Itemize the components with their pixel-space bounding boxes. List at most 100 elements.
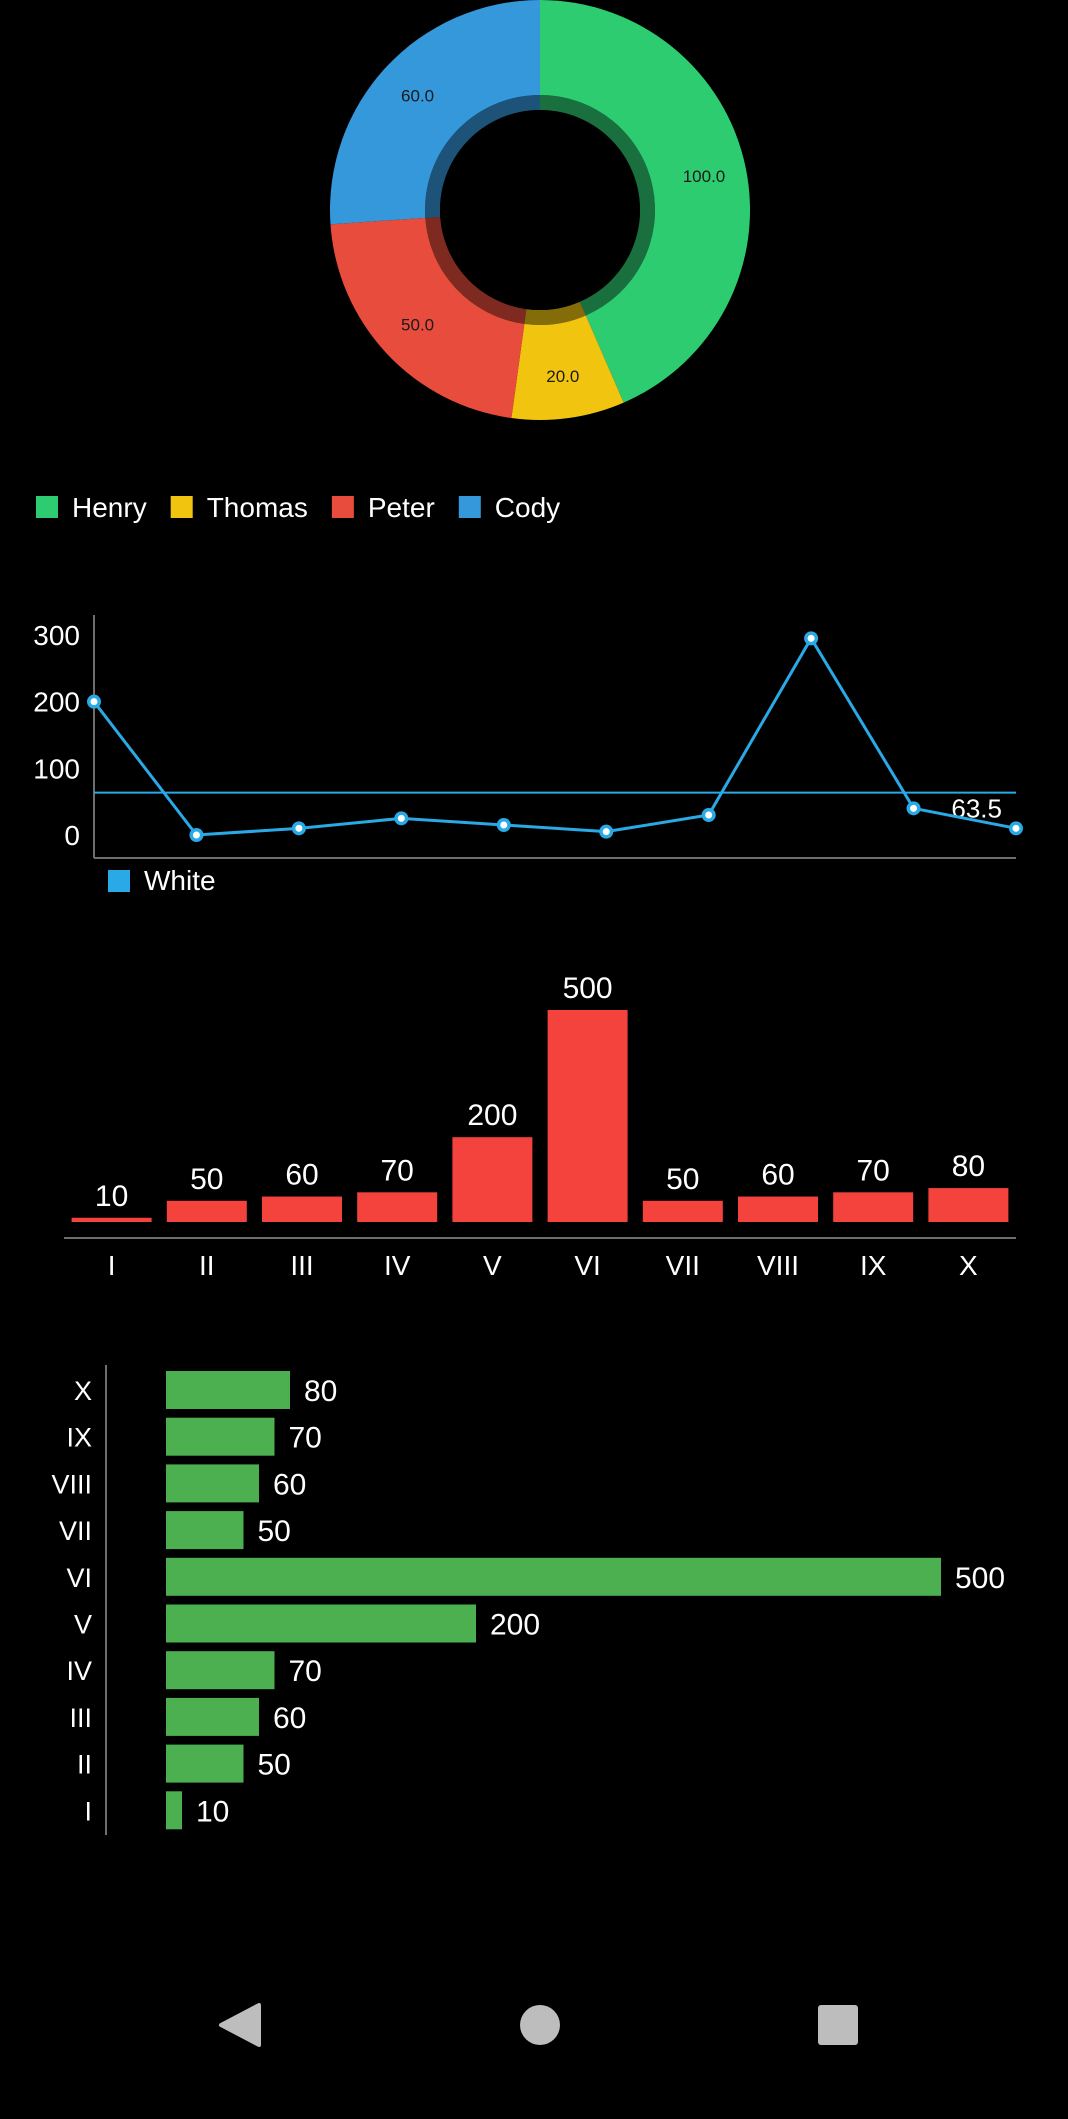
hbar-ii[interactable] [166,1744,244,1783]
donut-ring-thomas [524,301,586,325]
hbar-value-label: 50 [258,1515,291,1548]
donut-slice-label: 100.0 [683,167,726,186]
hbar-category-label: VIII [51,1469,92,1499]
donut-slice-thomas[interactable] [511,315,624,420]
hbar-v[interactable] [166,1604,476,1643]
line-point-center [90,698,98,706]
vbar-value-label: 60 [285,1159,318,1192]
hbar-value-label: 60 [273,1468,306,1501]
hbar-category-label: IX [66,1423,92,1453]
legend-swatch-white [108,870,130,892]
vbar-category-label: I [108,1250,116,1281]
legend-swatch-peter [331,496,354,518]
vbar-value-label: 50 [190,1163,223,1196]
hbar-category-label: VII [59,1516,92,1546]
donut-slice-label: 20.0 [546,367,579,386]
vbar-value-label: 70 [381,1154,414,1187]
hbar-iv[interactable] [166,1651,275,1690]
line-point-center [602,828,610,836]
back-button[interactable] [219,2003,261,2047]
donut-legend: Henry Thomas Peter Cody [0,480,1068,530]
hbar-category-label: IV [66,1656,92,1686]
line-series-white[interactable] [92,635,1017,837]
vbar-category-label: II [199,1250,215,1281]
vbar-category-label: VI [574,1250,600,1281]
hbar-vi[interactable] [166,1557,941,1596]
hbar-x[interactable] [166,1371,290,1409]
donut-legend-svg: Henry Thomas Peter Cody [36,492,560,523]
line-point-center [910,804,918,812]
line-point-center [397,814,405,822]
horizontal-bar-chart[interactable]: 80X70IX60VIII50VII500VI200V70IV60III50II… [0,1350,1068,1840]
home-button[interactable] [520,2005,560,2045]
vbar-x[interactable] [928,1188,1009,1222]
hbar-value-label: 70 [289,1422,322,1455]
recents-icon [818,2005,858,2045]
hbar-vii[interactable] [166,1511,244,1550]
line-point-center [295,824,303,832]
donut-slice-henry[interactable] [540,0,750,403]
legend-label-cody: Cody [495,492,560,523]
legend-label-thomas: Thomas [207,492,308,523]
donut-slice-cody[interactable] [330,0,540,225]
line-point-center [807,634,815,642]
vbar-ii[interactable] [166,1200,247,1222]
donut-slice-label: 50.0 [401,315,434,334]
legend-label-henry: Henry [72,492,147,523]
vbar-value-label: 70 [857,1154,890,1187]
vbar-vii[interactable] [642,1200,723,1222]
vbar-value-label: 10 [95,1180,128,1213]
navigation-bar [0,1990,1068,2114]
vbar-value-label: 60 [761,1159,794,1192]
hbar-viii[interactable] [166,1464,259,1503]
home-icon-shape [520,2005,560,2045]
donut-chart[interactable]: 100.0 20.0 50.0 60.0 [0,0,1068,440]
donut-chart-panel: 100.0 20.0 50.0 60.0 [0,0,1068,440]
line-point-center [1012,824,1020,832]
vbar-category-label: V [483,1250,502,1281]
donut-slice-peter[interactable] [330,217,525,419]
line-y-tick-label: 0 [64,820,80,851]
vbar-i[interactable] [71,1217,152,1222]
hbar-iii[interactable] [166,1697,259,1736]
hbar-value-label: 500 [955,1562,1005,1595]
hbar-value-label: 10 [196,1795,229,1828]
vbar-v[interactable] [452,1137,533,1222]
vbar-ix[interactable] [833,1192,914,1222]
hbar-category-label: II [77,1750,92,1780]
line-y-tick-label: 200 [33,687,80,718]
line-y-tick-label: 100 [33,753,80,784]
line-point-center [192,831,200,839]
legend-swatch-henry [36,496,58,518]
legend-swatch-cody [458,496,481,518]
vbar-vi[interactable] [547,1010,628,1222]
vbar-category-label: III [290,1250,313,1281]
vbar-viii[interactable] [738,1196,818,1222]
hbar-category-label: I [84,1796,92,1826]
vbar-iv[interactable] [357,1192,438,1222]
hbar-value-label: 80 [304,1375,337,1408]
line-point-center [705,811,713,819]
donut-slice-label: 60.0 [401,87,434,106]
donut-hole [440,110,640,310]
hbar-ix[interactable] [166,1417,275,1456]
vertical-bar-chart[interactable]: 10 I 50 II 60 III 70 IV 200 V 500 VI 50 VII 60 VIII 70 IX… [0,950,1068,1290]
hbar-category-label: VI [66,1563,92,1593]
hbar-chart-panel: 80 X 70 IX 60 VIII 50 VII 500 VI 200 V 70 IV 60 III 50 II… [0,1350,1068,1840]
vbar-iii[interactable] [262,1196,342,1222]
vbar-value-label: 80 [952,1150,985,1183]
donut-ring-peter [425,216,527,324]
hbar-value-label: 70 [289,1655,322,1688]
line-point-center [500,821,508,829]
vbar-value-label: 200 [467,1099,517,1132]
hbar-value-label: 200 [490,1609,540,1642]
vbar-category-label: X [959,1250,978,1281]
legend-label-white: White [144,865,216,896]
hbar-i[interactable] [166,1791,182,1830]
vbar-value-label: 500 [563,972,613,1005]
hbar-value-label: 50 [258,1749,291,1782]
legend-label-peter: Peter [368,492,435,523]
recents-button[interactable] [818,2005,858,2045]
vbar-value-label: 50 [666,1163,699,1196]
